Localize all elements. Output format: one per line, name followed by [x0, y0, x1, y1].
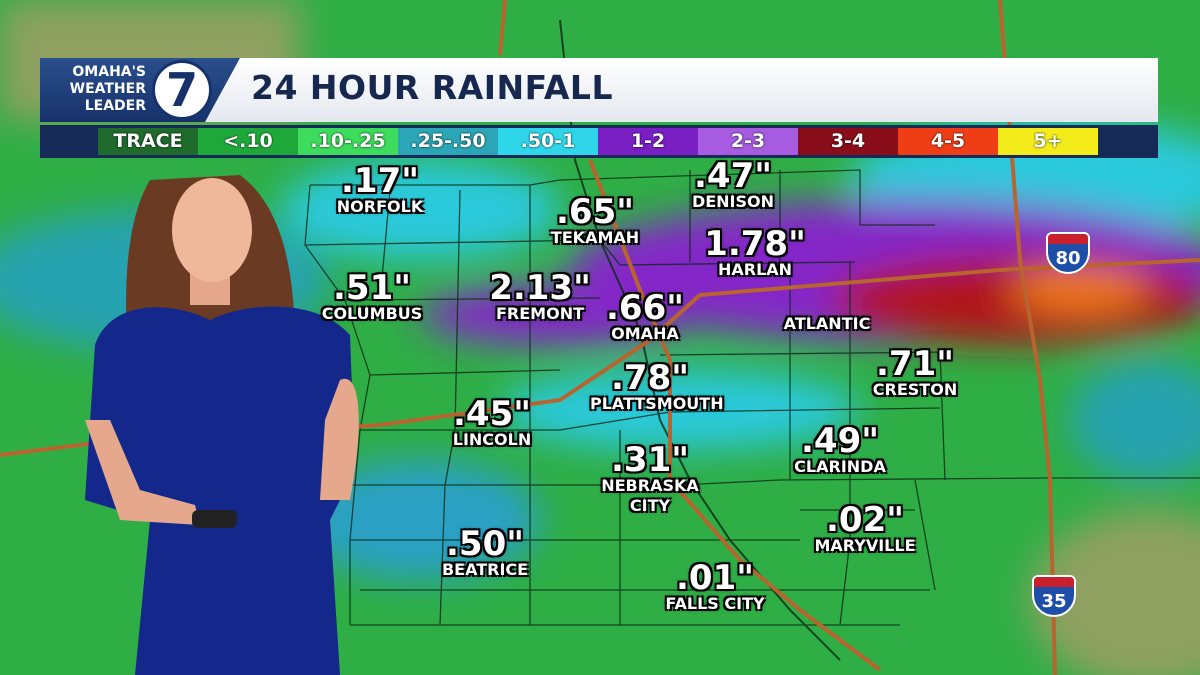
city-label: .50" BEATRICE: [425, 524, 545, 580]
city-label: .65" TEKAMAH: [535, 192, 655, 248]
city-name: FREMONT: [495, 304, 584, 323]
city-name: DENISON: [691, 192, 775, 211]
city-name: CLARINDA: [794, 457, 886, 476]
rain-amount: .02": [826, 500, 904, 540]
legend-item: 2-3: [698, 128, 798, 155]
logo-line: OMAHA'S: [72, 64, 146, 80]
logo-text: OMAHA'S WEATHER LEADER: [54, 64, 146, 115]
legend-item: 3-4: [798, 128, 898, 155]
rain-amount: .45": [453, 394, 531, 434]
legend-item: <.10: [198, 128, 298, 155]
city-label: .47" DENISON: [673, 156, 793, 212]
city-label: .78" PLATTSMOUTH: [590, 358, 724, 414]
legend-item: TRACE: [98, 128, 198, 155]
legend-item: .10-.25: [298, 128, 398, 155]
city-name: NORFOLK: [336, 197, 424, 216]
rain-amount: .31": [611, 440, 689, 480]
logo-line: LEADER: [84, 98, 146, 114]
city-label: .31" NEBRASKA CITY: [590, 440, 710, 516]
legend-item: 4-5: [898, 128, 998, 155]
city-name: COLUMBUS: [321, 304, 423, 323]
city-name: TEKAMAH: [550, 228, 640, 247]
city-label: .71" CRESTON: [855, 344, 975, 400]
title: 24 HOUR RAINFALL: [251, 68, 613, 107]
city-label: .01" FALLS CITY: [655, 558, 775, 614]
legend: TRACE <.10.10-.25.25-.50.50-1 1-2 2-3 3-4 4-5…: [40, 125, 1158, 158]
rain-amount: .78": [611, 358, 689, 398]
rain-amount: .71": [876, 344, 954, 384]
city-label: 2.13" FREMONT: [480, 268, 600, 324]
presenter: [85, 175, 359, 675]
legend-item: .50-1: [498, 128, 598, 155]
rain-amount: .17": [341, 161, 419, 201]
city-label: .02" MARYVILLE: [805, 500, 925, 556]
rain-amount: 1.78": [704, 224, 806, 264]
city-name: OMAHA: [611, 324, 679, 343]
logo-channel: 7: [152, 60, 212, 120]
interstate-shield: 80: [1046, 232, 1090, 274]
legend-item: .25-.50: [398, 128, 498, 155]
rain-amount: .50": [446, 524, 524, 564]
city-name: LINCOLN: [452, 430, 532, 449]
title-bar: 24 HOUR RAINFALL: [205, 58, 1158, 122]
city-name: FALLS CITY: [665, 594, 765, 613]
city-name: HARLAN: [717, 260, 793, 279]
city-name: BEATRICE: [441, 560, 529, 579]
city-label: .51" COLUMBUS: [312, 268, 432, 324]
city-name: MARYVILLE: [814, 536, 916, 555]
city-name: ATLANTIC: [783, 314, 871, 333]
station-logo: OMAHA'S WEATHER LEADER 7: [40, 58, 240, 122]
legend-item: 1-2: [598, 128, 698, 155]
rain-amount: 2.13": [489, 268, 591, 308]
city-label: .49" CLARINDA: [780, 421, 900, 477]
logo-line: WEATHER: [69, 81, 146, 97]
city-label: 1.78" HARLAN: [695, 224, 815, 280]
rain-amount: .51": [333, 268, 411, 308]
city-name: NEBRASKA CITY: [601, 476, 699, 515]
city-name: PLATTSMOUTH: [590, 394, 724, 413]
rain-amount: .66": [606, 288, 684, 328]
city-label: .17" NORFOLK: [320, 161, 440, 217]
interstate-shield: 35: [1032, 575, 1076, 617]
city-label: .66" OMAHA: [585, 288, 705, 344]
rain-amount: .01": [676, 558, 754, 598]
rain-amount: .49": [801, 421, 879, 461]
rain-amount: .65": [556, 192, 634, 232]
city-label: .45" LINCOLN: [432, 394, 552, 450]
city-name: CRESTON: [872, 380, 958, 399]
rain-amount: .47": [694, 156, 772, 196]
city-label: ATLANTIC: [767, 314, 887, 334]
legend-item: 5+: [998, 128, 1098, 155]
